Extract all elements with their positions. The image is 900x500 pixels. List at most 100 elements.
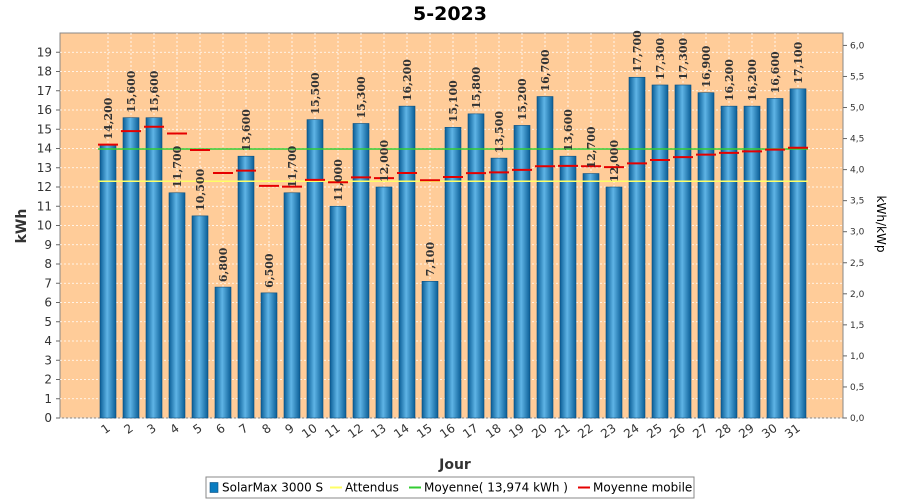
- data-label: 13,500: [493, 111, 506, 153]
- data-label: 16,200: [746, 59, 759, 101]
- data-label: 17,300: [677, 38, 690, 80]
- x-tick-label: 17: [460, 421, 481, 441]
- chart-title: 5-2023: [413, 3, 487, 25]
- data-label: 11,700: [171, 145, 184, 187]
- bar: [237, 155, 255, 419]
- x-tick-label: 7: [236, 421, 250, 437]
- data-label: 17,100: [792, 41, 805, 83]
- data-label: 10,500: [194, 168, 207, 210]
- y-tick-label: 1: [44, 392, 52, 406]
- data-label: 15,800: [470, 66, 483, 108]
- x-tick-label: 9: [282, 421, 296, 437]
- y-tick-label: 14: [37, 142, 52, 156]
- bar: [674, 84, 692, 419]
- legend-label: SolarMax 3000 S: [222, 481, 323, 495]
- data-label: 12,000: [608, 140, 621, 182]
- x-tick-label: 21: [552, 421, 573, 441]
- bar: [605, 186, 623, 419]
- data-label: 15,200: [516, 78, 529, 120]
- x-tick-label: 2: [121, 421, 135, 437]
- y-tick-label: 12: [37, 180, 52, 194]
- y-tick-label: 18: [37, 65, 52, 79]
- x-tick-label: 4: [167, 421, 181, 437]
- y2-tick-label: 6,0: [850, 41, 865, 51]
- data-label: 14,200: [102, 97, 115, 139]
- bar: [168, 192, 186, 419]
- data-label: 16,200: [401, 59, 414, 101]
- data-label: 12,000: [378, 140, 391, 182]
- y2-tick-label: 2,0: [850, 290, 865, 300]
- data-label: 11,000: [332, 159, 345, 201]
- x-tick-label: 27: [690, 421, 711, 441]
- y2-tick-label: 1,0: [850, 352, 865, 362]
- x-tick-label: 31: [782, 421, 803, 441]
- legend-box: [205, 476, 695, 499]
- x-tick-label: 3: [144, 421, 158, 437]
- data-label: 7,100: [424, 242, 437, 277]
- legend-label: Moyenne mobile: [593, 481, 692, 495]
- data-label: 15,500: [309, 72, 322, 114]
- bar: [628, 76, 646, 419]
- data-label: 15,100: [447, 80, 460, 122]
- bar: [145, 117, 163, 419]
- x-tick-label: 15: [414, 421, 435, 441]
- legend: SolarMax 3000 S Attendus Moyenne( 13,974 k…: [205, 476, 695, 499]
- data-label: 17,300: [654, 38, 667, 80]
- bar: [789, 88, 807, 419]
- x-tick-label: 19: [506, 421, 527, 441]
- legend-label: Attendus: [345, 481, 399, 495]
- bar: [536, 96, 554, 419]
- y-tick-label: 6: [44, 296, 52, 310]
- bar: [260, 292, 278, 419]
- bar: [444, 127, 462, 419]
- y-tick-label: 16: [37, 103, 52, 117]
- y2-tick-label: 4,0: [850, 166, 865, 176]
- x-tick-label: 25: [644, 421, 665, 441]
- data-label: 11,700: [286, 145, 299, 187]
- x-tick-label: 29: [736, 421, 757, 441]
- y-tick-label: 9: [44, 238, 52, 252]
- bar: [697, 92, 715, 419]
- y-tick-label: 15: [37, 122, 52, 136]
- data-label: 16,600: [769, 51, 782, 93]
- y-tick-label: 10: [37, 219, 52, 233]
- x-tick-label: 23: [598, 421, 619, 441]
- y-tick-label: 5: [44, 315, 52, 329]
- data-label: 12,700: [585, 126, 598, 168]
- x-tick-label: 13: [368, 421, 389, 441]
- bar: [559, 155, 577, 419]
- bar: [513, 125, 531, 419]
- y-tick-label: 17: [37, 84, 52, 98]
- bar: [329, 205, 347, 419]
- y2-tick-label: 5,5: [850, 72, 864, 82]
- y2-tick-label: 3,5: [850, 197, 864, 207]
- plot-area: 0123456789101112131415161718190,00,51,01…: [37, 30, 865, 441]
- y2-tick-label: 0,5: [850, 383, 864, 393]
- x-tick-label: 1: [98, 421, 112, 437]
- bar: [743, 105, 761, 419]
- x-tick-label: 18: [483, 421, 504, 441]
- x-tick-label: 14: [391, 421, 412, 441]
- bar: [720, 105, 738, 419]
- data-label: 6,800: [217, 247, 230, 282]
- data-label: 13,600: [562, 109, 575, 151]
- bar: [214, 286, 232, 419]
- data-label: 15,600: [125, 70, 138, 112]
- y-tick-label: 11: [37, 199, 52, 213]
- bar: [306, 119, 324, 419]
- bar: [191, 215, 209, 419]
- y2-tick-label: 4,5: [850, 135, 864, 145]
- bar: [283, 192, 301, 419]
- x-tick-label: 16: [437, 421, 458, 441]
- y-tick-label: 3: [44, 353, 52, 367]
- data-label: 15,600: [148, 70, 161, 112]
- x-tick-label: 11: [322, 421, 343, 441]
- x-axis-title: Jour: [438, 457, 471, 473]
- data-label: 16,900: [700, 45, 713, 87]
- legend-label: Moyenne( 13,974 kWh ): [424, 481, 568, 495]
- data-label: 6,500: [263, 253, 276, 288]
- bar: [766, 98, 784, 419]
- x-tick-label: 28: [713, 421, 734, 441]
- y2-tick-label: 5,0: [850, 104, 865, 114]
